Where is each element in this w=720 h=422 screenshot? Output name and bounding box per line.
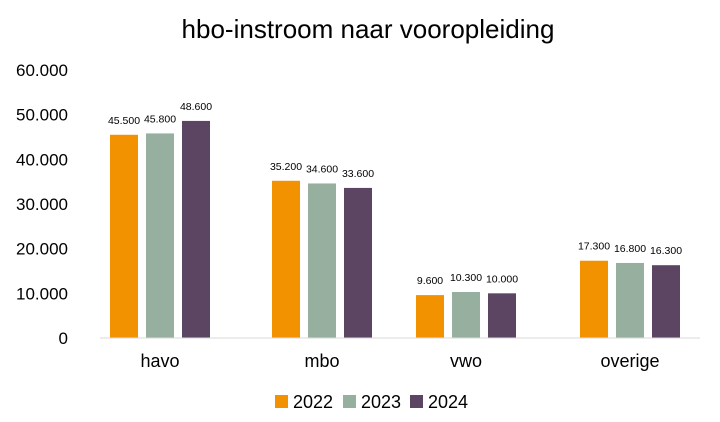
data-label-havo-2024: 48.600	[180, 101, 212, 113]
chart-title: hbo-instroom naar vooropleiding	[182, 14, 555, 44]
data-label-overige-2022: 17.300	[578, 241, 610, 253]
legend-label: 2024	[428, 392, 468, 412]
x-tick-label: mbo	[304, 351, 339, 371]
bar-havo-2024	[182, 120, 210, 338]
bars-group	[110, 120, 680, 338]
bar-havo-2022	[110, 134, 138, 338]
y-tick-label: 30.000	[16, 195, 68, 214]
data-label-vwo-2024: 10.000	[486, 273, 518, 285]
data-label-vwo-2023: 10.300	[450, 272, 482, 284]
legend: 2022 2023 2024	[275, 392, 468, 412]
legend-item-2024: 2024	[410, 392, 468, 412]
legend-item-2023: 2023	[343, 392, 401, 412]
data-label-vwo-2022: 9.600	[417, 275, 443, 287]
bar-vwo-2024	[488, 293, 516, 338]
legend-swatch	[343, 395, 356, 408]
data-label-mbo-2023: 34.600	[306, 163, 338, 175]
data-label-overige-2024: 16.300	[650, 245, 682, 257]
data-label-mbo-2022: 35.200	[270, 161, 302, 173]
x-tick-label: vwo	[450, 351, 482, 371]
bar-mbo-2023	[308, 183, 336, 338]
legend-swatch	[275, 395, 288, 408]
x-tick-label: havo	[140, 351, 179, 371]
y-tick-label: 0	[59, 329, 68, 348]
legend-label: 2023	[361, 392, 401, 412]
bar-vwo-2022	[416, 295, 444, 338]
bar-overige-2023	[616, 262, 644, 338]
data-label-havo-2022: 45.500	[108, 115, 140, 127]
bar-overige-2024	[652, 265, 680, 338]
legend-item-2022: 2022	[275, 392, 333, 412]
bar-overige-2022	[580, 260, 608, 338]
y-tick-label: 40.000	[16, 150, 68, 169]
bar-vwo-2023	[452, 291, 480, 338]
data-label-overige-2023: 16.800	[614, 243, 646, 255]
y-tick-label: 60.000	[16, 61, 68, 80]
y-tick-label: 10.000	[16, 284, 68, 303]
legend-swatch	[410, 395, 423, 408]
y-tick-label: 20.000	[16, 240, 68, 259]
y-tick-label: 50.000	[16, 106, 68, 125]
y-axis: 0 10.000 20.000 30.000 40.000 50.000 60.000	[16, 61, 68, 348]
data-label-havo-2023: 45.800	[144, 113, 176, 125]
data-label-mbo-2024: 33.600	[342, 168, 374, 180]
x-axis: havo mbo vwo overige	[100, 337, 700, 371]
bar-mbo-2024	[344, 187, 372, 338]
bar-mbo-2022	[272, 180, 300, 338]
legend-label: 2022	[293, 392, 333, 412]
value-labels-group: 45.500 45.800 48.600 35.200 34.600 33.600 9.60…	[108, 101, 682, 287]
bar-havo-2023	[146, 133, 174, 338]
x-tick-label: overige	[600, 351, 659, 371]
